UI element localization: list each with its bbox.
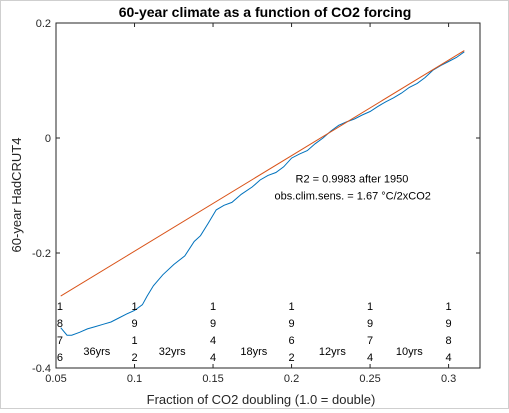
year-digit: 9 (131, 318, 137, 330)
span-label: 36yrs (83, 346, 110, 358)
x-tick-label: 0.1 (127, 373, 142, 385)
year-digit: 1 (131, 301, 137, 313)
year-digit: 6 (57, 352, 63, 364)
x-tick-label: 0.25 (359, 373, 380, 385)
year-digit: 9 (288, 318, 294, 330)
year-digit: 1 (446, 301, 452, 313)
year-digit: 9 (446, 318, 452, 330)
x-axis-label: Fraction of CO2 doubling (1.0 = double) (147, 392, 376, 407)
year-digit: 4 (210, 335, 216, 347)
year-digit: 1 (131, 335, 137, 347)
x-tick-label: 0.2 (284, 373, 299, 385)
year-digit: 2 (288, 352, 294, 364)
year-digit: 4 (367, 352, 373, 364)
y-tick-label: -0.4 (32, 363, 51, 375)
series-layer (60, 50, 465, 336)
annotation-layer: R2 = 0.9983 after 1950 obs.clim.sens. = 1… (57, 174, 452, 364)
year-digit: 1 (367, 301, 373, 313)
fit-annotation: obs.clim.sens. = 1.67 °C/2xCO2 (275, 191, 431, 203)
year-digit: 8 (57, 318, 63, 330)
span-label: 18yrs (240, 346, 267, 358)
year-digit: 9 (367, 318, 373, 330)
year-digit: 8 (446, 335, 452, 347)
year-digit: 7 (367, 335, 373, 347)
y-tick-label: 0 (45, 133, 51, 145)
series-line-fit (60, 50, 465, 297)
year-digit: 2 (131, 352, 137, 364)
chart-title: 60-year climate as a function of CO2 for… (119, 4, 412, 20)
year-digit: 1 (57, 301, 63, 313)
axis-ticks: 0.05 0.1 0.15 0.2 0.25 0.3 -0.4 -0.2 0 0.2 (32, 18, 480, 385)
year-digit: 4 (210, 352, 216, 364)
x-tick-label: 0.05 (45, 373, 66, 385)
fit-annotation: R2 = 0.9983 after 1950 (296, 174, 409, 186)
plot-area (55, 22, 481, 369)
y-tick-label: 0.2 (36, 18, 51, 30)
year-digit: 6 (288, 335, 294, 347)
span-label: 12yrs (319, 346, 346, 358)
year-digit: 1 (288, 301, 294, 313)
year-digit: 7 (57, 335, 63, 347)
x-tick-label: 0.3 (441, 373, 456, 385)
year-digit: 4 (446, 352, 452, 364)
span-label: 10yrs (396, 346, 423, 358)
y-axis-label: 60-year HadCRUT4 (9, 138, 24, 253)
span-label: 32yrs (159, 346, 186, 358)
y-tick-label: -0.2 (32, 248, 51, 260)
series-line-hadcrut4 (60, 51, 465, 336)
year-digit: 9 (210, 318, 216, 330)
x-tick-label: 0.15 (202, 373, 223, 385)
year-digit: 1 (210, 301, 216, 313)
